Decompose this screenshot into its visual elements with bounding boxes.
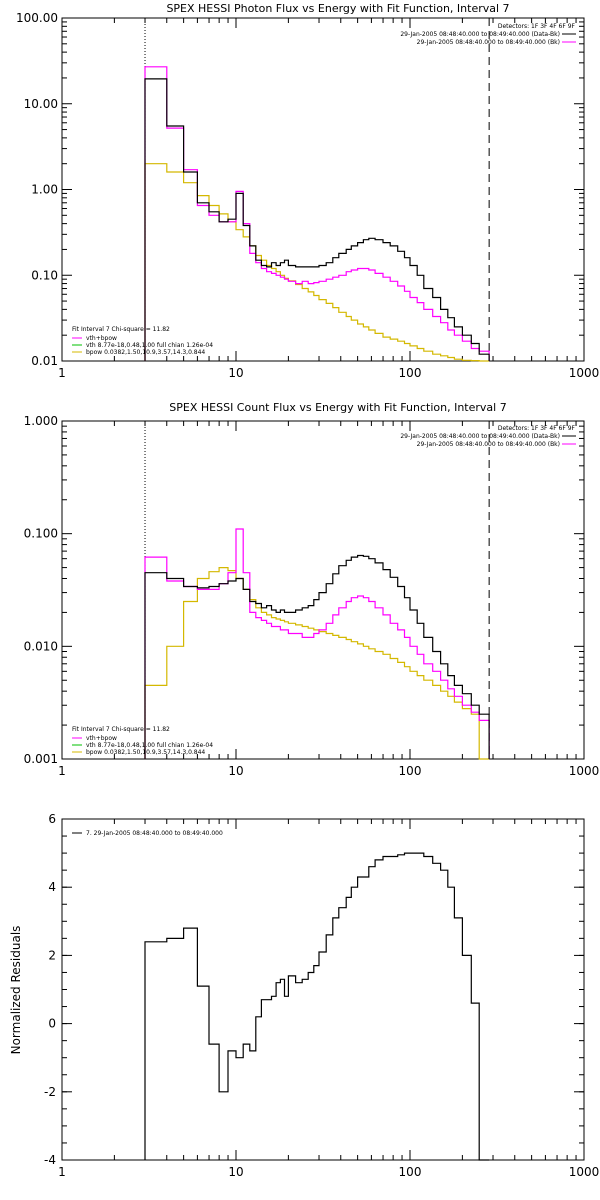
detector-legend-line: Detectors: 1F 3F 4F 6F 9F [498, 425, 576, 432]
series-bpow-line [144, 163, 490, 362]
vertical-marker-lines [144, 18, 490, 361]
plot-frame [61, 17, 585, 362]
chart-title: SPEX HESSI Count Flux vs Energy with Fit… [169, 401, 506, 414]
x-tick-label: 1 [58, 1165, 66, 1179]
fit-legend: Fit Interval 7 Chi-square = 11.82 vth+bp… [72, 726, 213, 756]
x-axis-ticks: 1 10 100 1000 [58, 819, 599, 1179]
y-tick-label: -4 [44, 1153, 56, 1167]
y-tick-label: 0.010 [24, 639, 58, 653]
y-axis-ticks: 0.001 0.010 0.100 1.000 [24, 414, 584, 766]
y-tick-label: 1.00 [31, 183, 58, 197]
detector-legend: Detectors: 1F 3F 4F 6F 9F 29-Jan-2005 08… [400, 23, 576, 46]
fit-legend-entry: bpow 0.0382,1.50,10.9,3.57,14.3,0.844 [86, 749, 205, 756]
fit-legend-header: Fit Interval 7 Chi-square = 11.82 [72, 726, 170, 733]
series-data-line [144, 554, 490, 759]
y-tick-label: 100.00 [16, 11, 58, 25]
plot-frame [61, 818, 585, 1161]
y-axis-label: Normalized Residuals [9, 926, 23, 1055]
x-tick-label: 100 [399, 1165, 422, 1179]
y-tick-label: -2 [44, 1085, 56, 1099]
y-tick-label: 10.00 [24, 97, 58, 111]
series-group [144, 852, 490, 1161]
x-tick-label: 1 [58, 366, 66, 380]
y-axis-ticks: -4 -2 0 2 4 6 [44, 812, 584, 1167]
detector-legend-line: 29-Jan-2005 08:48:40.000 to 08:49:40.000… [400, 31, 560, 38]
detector-legend-line: 29-Jan-2005 08:48:40.000 to 08:49:40.000… [417, 441, 560, 448]
detector-legend: Detectors: 1F 3F 4F 6F 9F 29-Jan-2005 08… [400, 425, 576, 448]
fit-legend-entry: bpow 0.0382,1.50,10.9,3.57,14.3,0.844 [86, 349, 205, 356]
series-group [144, 66, 490, 362]
y-tick-label: 1.000 [24, 414, 58, 428]
fit-legend-entry: vth 8.77e-18,0.48,1.00 full chian 1.26e-… [86, 742, 213, 749]
y-tick-label: 6 [48, 812, 56, 826]
fit-legend-entry: vth 8.77e-18,0.48,1.00 full chian 1.26e-… [86, 342, 213, 349]
fit-legend-entry: vth+bpow [86, 335, 117, 342]
x-tick-label: 1000 [569, 1165, 600, 1179]
x-axis-ticks: 1 10 100 1000 [58, 421, 599, 778]
residual-legend: 7. 29-Jan-2005 08:48:40.000 to 08:49:40.… [86, 830, 223, 837]
vertical-marker-lines [144, 421, 490, 759]
detector-legend-line: Detectors: 1F 3F 4F 6F 9F [498, 23, 576, 30]
count-flux-panel: SPEX HESSI Count Flux vs Energy with Fit… [24, 401, 600, 778]
series-data-line [144, 78, 490, 361]
y-axis-ticks: 0.01 0.10 1.00 10.00 100.00 [16, 11, 584, 368]
series-vth-bpow-line [144, 66, 490, 361]
y-tick-label: 0 [48, 1017, 56, 1031]
detector-legend-line: 29-Jan-2005 08:48:40.000 to 08:49:40.000… [417, 39, 560, 46]
photon-flux-panel: SPEX HESSI Photon Flux vs Energy with Fi… [16, 2, 599, 380]
x-tick-label: 100 [399, 366, 422, 380]
x-tick-label: 1 [58, 764, 66, 778]
x-tick-label: 10 [228, 366, 243, 380]
fit-legend-entry: vth+bpow [86, 735, 117, 742]
y-tick-label: 0.01 [31, 354, 58, 368]
fit-legend-header: Fit Interval 7 Chi-square = 11.82 [72, 326, 170, 333]
x-tick-label: 100 [399, 764, 422, 778]
x-tick-label: 1000 [569, 764, 600, 778]
detector-legend-line: 29-Jan-2005 08:48:40.000 to 08:49:40.000… [400, 433, 560, 440]
y-tick-label: 0.001 [24, 752, 58, 766]
plot-frame [61, 420, 585, 760]
y-tick-label: 4 [48, 880, 56, 894]
series-group [144, 528, 490, 760]
series-data-line [144, 852, 490, 1161]
x-tick-label: 10 [228, 1165, 243, 1179]
fit-legend: Fit Interval 7 Chi-square = 11.82 vth+bp… [72, 326, 213, 356]
chart-title: SPEX HESSI Photon Flux vs Energy with Fi… [166, 2, 509, 15]
y-tick-label: 2 [48, 948, 56, 962]
x-tick-label: 1000 [569, 366, 600, 380]
residuals-panel: 1 10 100 1000 -4 -2 0 2 4 6 Normalized Residuals… [9, 812, 599, 1179]
x-tick-label: 10 [228, 764, 243, 778]
y-tick-label: 0.10 [31, 268, 58, 282]
x-axis-ticks: 1 10 100 1000 [58, 18, 599, 380]
y-tick-label: 0.100 [24, 527, 58, 541]
series-bpow-line [144, 567, 490, 760]
series-vth-bpow-line [144, 528, 490, 759]
